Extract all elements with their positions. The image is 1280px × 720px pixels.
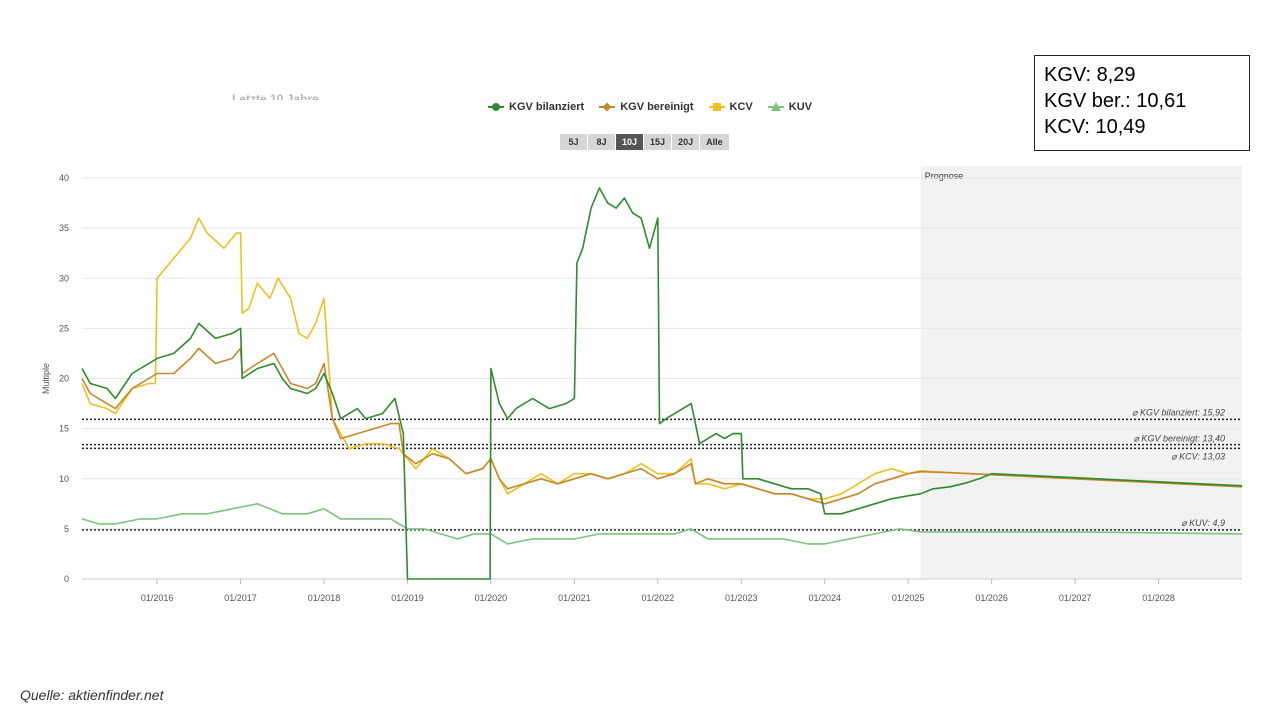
x-tick-label: 01/2019 xyxy=(391,593,424,603)
kpi-kgv-bereinigt: KGV ber.: 10,61 xyxy=(1044,90,1187,112)
range-button-alle[interactable]: Alle xyxy=(700,134,729,150)
x-tick-label: 01/2025 xyxy=(892,593,925,603)
x-tick-label: 01/2024 xyxy=(808,593,841,603)
kpi-kgv: KGV: 8,29 xyxy=(1044,64,1136,86)
legend-label: KGV bereinigt xyxy=(620,101,694,113)
series-line-kgv-bereinigt xyxy=(81,347,1243,505)
y-tick-label: 15 xyxy=(59,424,69,434)
legend-label: KCV xyxy=(729,101,753,113)
forecast-label: Prognose xyxy=(925,171,964,181)
legend-triangle-icon xyxy=(767,102,784,112)
range-button-15j[interactable]: 15J xyxy=(644,134,672,150)
chart-legend: KGV bilanziert KGV bereinigt KCV KUV xyxy=(488,101,812,113)
range-selector: 5J 8J 10J 15J 20J Alle xyxy=(560,134,729,150)
range-button-20j[interactable]: 20J xyxy=(672,134,700,150)
range-button-5j[interactable]: 5J xyxy=(560,134,587,150)
series-line-kuv xyxy=(81,503,1243,545)
y-tick-label: 10 xyxy=(59,474,69,484)
legend-label: KGV bilanziert xyxy=(509,101,585,113)
x-tick-label: 01/2016 xyxy=(141,593,174,603)
x-tick-label: 01/2020 xyxy=(475,593,508,603)
forecast-area xyxy=(920,166,1242,579)
legend-label: KUV xyxy=(788,101,812,113)
average-label: ⌀ KCV: 13,03 xyxy=(1171,451,1225,461)
chart-subtitle: Letzte 10 Jahre xyxy=(232,92,319,100)
y-tick-label: 5 xyxy=(64,524,69,534)
x-tick-label: 01/2017 xyxy=(224,593,257,603)
kpi-box: KGV: 8,29 KGV ber.: 10,61 KCV: 10,49 xyxy=(1034,55,1250,151)
y-tick-label: 40 xyxy=(59,173,69,183)
y-tick-label: 20 xyxy=(59,374,69,384)
legend-item-kuv[interactable]: KUV xyxy=(767,101,812,113)
y-tick-label: 35 xyxy=(59,223,69,233)
x-tick-label: 01/2026 xyxy=(975,593,1008,603)
legend-square-icon xyxy=(708,102,725,112)
series-line-kgv-bilanziert xyxy=(81,187,1243,580)
average-label: ⌀ KGV bereinigt: 13,40 xyxy=(1134,434,1225,444)
average-label: ⌀ KGV bilanziert: 15,92 xyxy=(1132,407,1225,417)
y-axis-label: Multiple xyxy=(41,363,51,394)
average-label: ⌀ KUV: 4,9 xyxy=(1181,518,1225,528)
legend-circle-icon xyxy=(488,102,504,112)
source-caption: Quelle: aktienfinder.net xyxy=(20,687,164,703)
x-tick-label: 01/2027 xyxy=(1059,593,1092,603)
x-tick-label: 01/2028 xyxy=(1142,593,1175,603)
range-button-8j[interactable]: 8J xyxy=(588,134,615,150)
range-button-10j[interactable]: 10J xyxy=(616,134,644,150)
y-tick-label: 30 xyxy=(59,273,69,283)
legend-item-kgv-bilanziert[interactable]: KGV bilanziert xyxy=(488,101,584,113)
legend-item-kcv[interactable]: KCV xyxy=(708,101,753,113)
y-tick-label: 0 xyxy=(64,574,69,584)
x-tick-label: 01/2023 xyxy=(725,593,758,603)
x-tick-label: 01/2022 xyxy=(642,593,675,603)
y-tick-label: 25 xyxy=(59,323,69,333)
x-tick-label: 01/2021 xyxy=(558,593,591,603)
legend-diamond-icon xyxy=(599,102,616,112)
legend-item-kgv-bereinigt[interactable]: KGV bereinigt xyxy=(599,101,694,113)
kpi-kcv: KCV: 10,49 xyxy=(1044,116,1146,138)
x-tick-label: 01/2018 xyxy=(308,593,341,603)
